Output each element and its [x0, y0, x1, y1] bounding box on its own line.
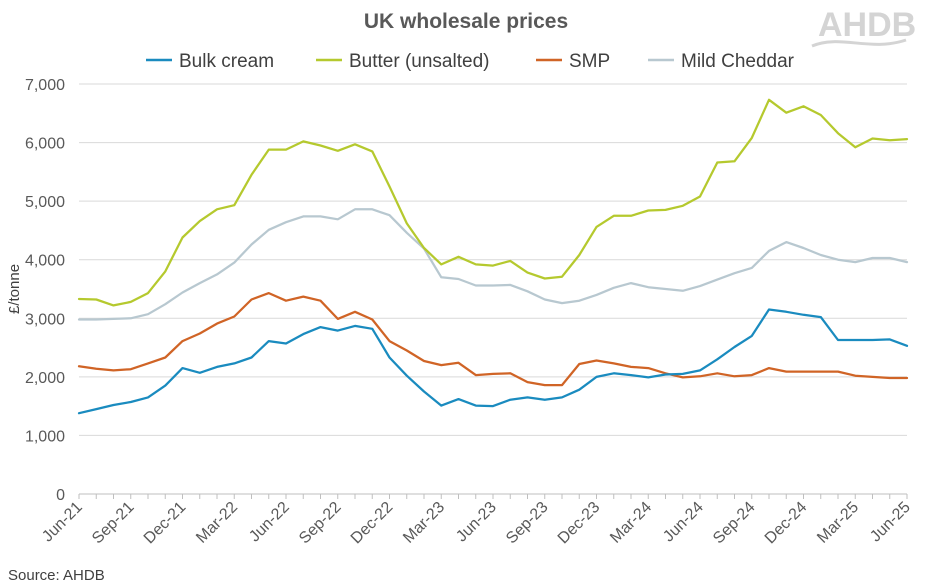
legend-label-mild-cheddar: Mild Cheddar [681, 51, 795, 72]
x-tick-label: Jun-25 [867, 499, 914, 546]
y-tick-label: 3,000 [25, 311, 65, 328]
x-tick-label: Mar-25 [814, 499, 862, 547]
y-tick-label: 7,000 [25, 77, 65, 94]
x-tick-label: Sep-21 [89, 499, 138, 548]
y-tick-label: 2,000 [25, 370, 65, 387]
y-tick-label: 4,000 [25, 253, 65, 270]
y-tick-label: 0 [56, 487, 65, 504]
series-line-smp [77, 291, 909, 387]
legend-label-smp: SMP [569, 51, 610, 72]
legend-label-bulk-cream: Bulk cream [179, 51, 274, 72]
x-tick-label: Sep-22 [296, 499, 345, 548]
y-tick-label: 6,000 [25, 136, 65, 153]
series-lines [77, 98, 909, 415]
y-axis: 0 1,000 2,000 3,000 4,000 5,000 6,000 7,000 [25, 77, 65, 504]
x-tick-label: Sep-24 [710, 499, 759, 548]
chart-title: UK wholesale prices [364, 10, 568, 33]
y-tick-label: 1,000 [25, 428, 65, 445]
x-tick-label: Dec-24 [762, 499, 811, 548]
x-tick-label: Dec-22 [348, 499, 397, 548]
x-tick-label: Jun-23 [453, 499, 500, 546]
x-tick-label: Dec-23 [555, 499, 604, 548]
y-axis-title: £/tonne [6, 264, 23, 314]
ahdb-logo: AHDB [811, 6, 916, 48]
series-line-butter-unsalted [77, 98, 909, 307]
x-tick-label: Jun-21 [39, 499, 86, 546]
logo-swoosh [811, 38, 907, 48]
x-tick-label: Mar-22 [193, 499, 241, 547]
x-tick-label: Mar-24 [607, 499, 655, 547]
x-tick-label: Jun-24 [660, 499, 707, 546]
x-tick-label: Jun-22 [246, 499, 293, 546]
x-tick-label: Mar-23 [400, 499, 448, 547]
x-tick-label: Dec-21 [141, 499, 190, 548]
legend: Bulk cream Butter (unsalted) SMP Mild Chedd… [146, 51, 795, 72]
gridlines [79, 83, 907, 436]
logo-text: AHDB [818, 6, 916, 44]
series-line-mild-cheddar [77, 208, 909, 321]
x-axis: Jun-21 Sep-21 Dec-21 Mar-22 Jun-22 Sep-22 Dec-… [39, 493, 914, 548]
source-note: Source: AHDB [8, 567, 105, 584]
y-tick-label: 5,000 [25, 194, 65, 211]
series-line-bulk-cream [77, 308, 909, 415]
legend-label-butter-unsalted: Butter (unsalted) [349, 51, 489, 72]
x-tick-label: Sep-23 [503, 499, 552, 548]
